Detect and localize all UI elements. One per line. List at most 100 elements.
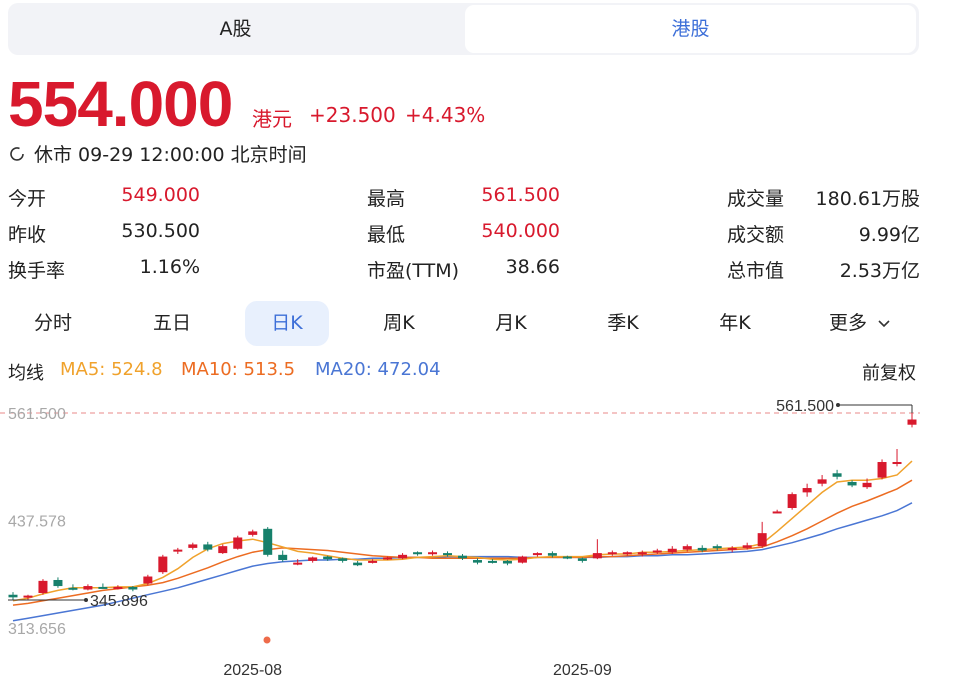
ma10-legend: MA10: 513.5 <box>181 359 296 380</box>
event-dot <box>263 636 271 644</box>
period-tab-weekly[interactable]: 周K <box>383 312 415 334</box>
candle-body <box>487 560 497 563</box>
candle-body <box>413 552 423 555</box>
y-tick-label: 313.656 <box>8 621 66 638</box>
ma5-legend: MA5: 524.8 <box>60 359 163 380</box>
candle-body <box>458 555 467 559</box>
tab-a-shares[interactable]: A股 <box>219 18 252 40</box>
pe-value: 38.66 <box>505 256 560 278</box>
low-label: 最低 <box>367 224 406 246</box>
adjust-toggle[interactable]: 前复权 <box>862 363 916 384</box>
candle-body <box>712 546 722 549</box>
candle-body <box>308 557 318 561</box>
candle-body <box>502 560 512 564</box>
candle-body <box>398 554 408 559</box>
ma20-line <box>12 502 913 622</box>
amount-value: 9.99亿 <box>858 224 920 246</box>
current-price: 554.000 <box>8 68 233 140</box>
candle-body <box>637 552 647 555</box>
candle-body <box>83 586 93 590</box>
market-status: 休市 09-29 12:00:00 北京时间 <box>8 140 307 167</box>
mktcap-label: 总市值 <box>727 260 785 282</box>
candle-body <box>862 482 872 488</box>
high-marker-dot <box>836 403 840 407</box>
volume-value: 180.61万股 <box>815 188 920 210</box>
candle-body <box>682 546 692 550</box>
candle-body <box>817 479 827 484</box>
ma10-line <box>12 479 913 606</box>
candle-body <box>428 552 438 555</box>
market-status-text: 休市 09-29 12:00:00 北京时间 <box>34 144 307 166</box>
candle-body <box>787 494 797 508</box>
turnover-rate-value: 1.16% <box>139 256 200 278</box>
chevron-down-icon <box>878 320 890 328</box>
candle-body <box>907 419 917 425</box>
candle-body <box>877 462 887 478</box>
candle-body <box>622 552 632 555</box>
candle-body <box>23 595 33 598</box>
candle-body <box>847 481 857 486</box>
candle-body <box>472 560 482 563</box>
low-marker-dot <box>84 598 88 603</box>
turnover-rate-label: 换手率 <box>8 260 66 282</box>
ma-legend-title: 均线 <box>8 363 44 384</box>
candle-body <box>278 554 288 561</box>
x-tick-label: 2025-09 <box>553 662 612 679</box>
candle-body <box>173 549 183 552</box>
market-tabs: A股 港股 <box>8 3 919 55</box>
candle-body <box>757 533 767 547</box>
low-marker-label: 345.896 <box>90 593 148 610</box>
price-change-percent: +4.43% <box>405 103 486 127</box>
candle-body <box>233 537 243 549</box>
price-currency: 港元 <box>252 107 292 131</box>
period-tab-daily[interactable]: 日K <box>245 301 329 346</box>
candle-body <box>667 548 677 553</box>
period-tab-5day[interactable]: 五日 <box>152 312 191 334</box>
candle-body <box>772 511 782 514</box>
candle-body <box>113 586 123 589</box>
pe-label: 市盈(TTM) <box>367 260 460 282</box>
period-tab-quarterly[interactable]: 季K <box>607 312 639 334</box>
candle-body <box>742 545 752 548</box>
prev-close-value: 530.500 <box>121 220 200 242</box>
candle-body <box>128 586 138 590</box>
amount-label: 成交额 <box>727 224 785 246</box>
candle-body <box>577 558 587 561</box>
period-tab-yearly[interactable]: 年K <box>719 312 751 334</box>
candle-body <box>517 556 527 563</box>
candle-body <box>892 462 902 465</box>
period-tab-monthly[interactable]: 月K <box>495 312 527 334</box>
prev-close-label: 昨收 <box>8 224 47 246</box>
candle-body <box>263 528 273 555</box>
candle-body <box>248 531 258 535</box>
candle-body <box>203 544 213 550</box>
kline-chart[interactable]: 561.500 437.578 313.656 2025-08 2025-09 561.5… <box>0 390 976 690</box>
refresh-icon <box>10 146 24 161</box>
candle-body <box>293 562 303 565</box>
y-tick-label: 437.578 <box>8 514 66 531</box>
candle-body <box>697 547 707 551</box>
high-value: 561.500 <box>481 184 560 206</box>
period-tab-intraday[interactable]: 分时 <box>33 312 72 334</box>
more-label: 更多 <box>828 312 867 334</box>
candle-body <box>188 544 198 548</box>
candle-body <box>353 562 363 566</box>
candle-body <box>532 553 542 556</box>
candle-body <box>547 553 557 556</box>
candle-body <box>562 556 572 559</box>
candle-body <box>158 556 168 573</box>
candle-body <box>218 546 228 554</box>
price-change: +23.500 <box>309 103 396 127</box>
mktcap-value: 2.53万亿 <box>839 260 920 282</box>
high-label: 最高 <box>367 188 406 210</box>
tab-hk-shares[interactable]: 港股 <box>465 5 916 53</box>
period-tab-more[interactable]: 更多 <box>815 301 905 346</box>
candle-body <box>68 587 78 590</box>
candle-body <box>727 547 737 550</box>
candle-body <box>802 488 812 493</box>
candle-body <box>338 558 348 561</box>
candle-body <box>38 580 48 594</box>
low-value: 540.000 <box>481 220 560 242</box>
candle-body <box>323 556 333 560</box>
y-tick-label: 561.500 <box>8 406 66 423</box>
